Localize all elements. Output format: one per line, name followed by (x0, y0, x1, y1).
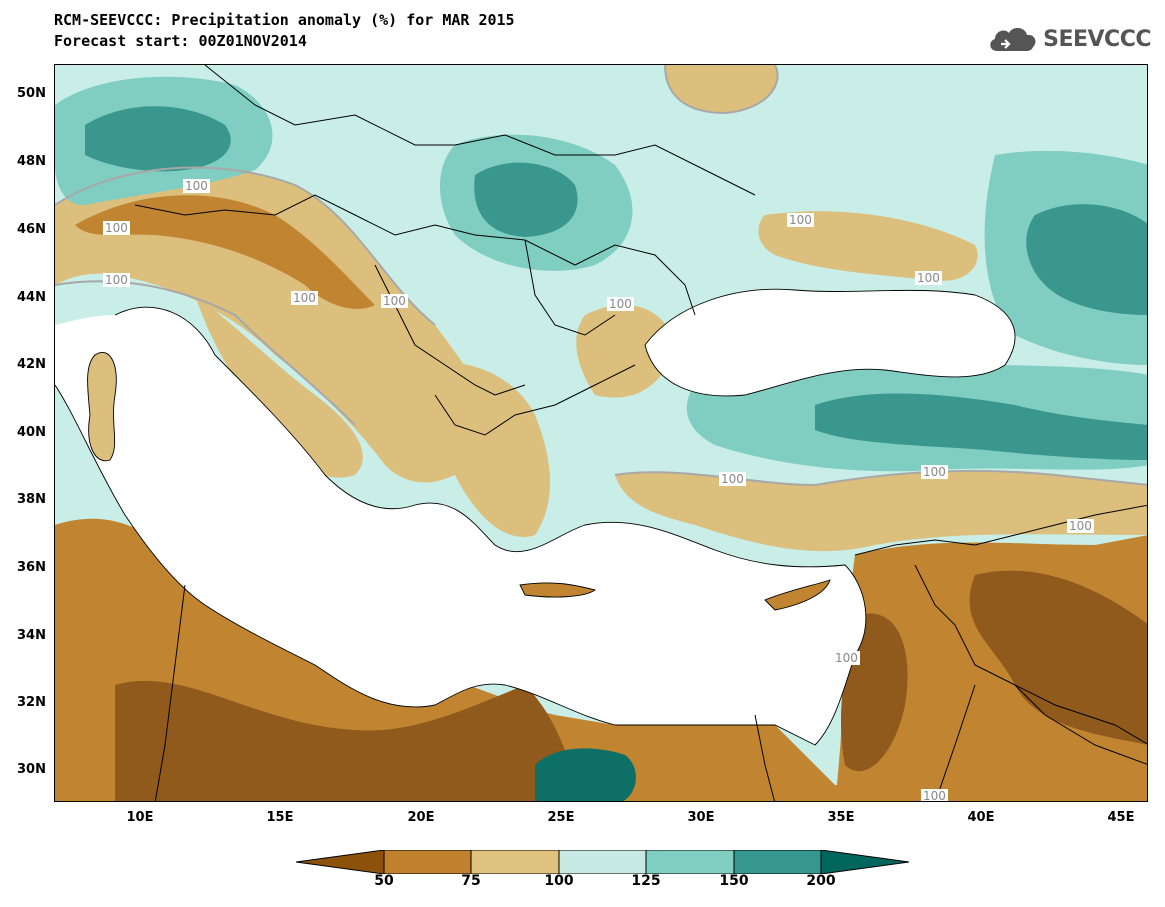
longitude-label: 10E (126, 810, 154, 825)
black-sea-mask (645, 289, 1015, 396)
anomaly-very-wet-germany (85, 106, 231, 172)
contour-label: 100 (719, 472, 746, 486)
colorbar-label: 50 (374, 873, 394, 889)
contour-label: 100 (103, 273, 130, 287)
map-title: RCM-SEEVCCC: Precipitation anomaly (%) f… (54, 11, 515, 29)
anomaly-very-wet-hungary (474, 162, 578, 237)
colorbar-upper-triangle (820, 850, 910, 874)
cyprus (765, 580, 830, 610)
longitude-label: 20E (407, 810, 435, 825)
longitude-label: 25E (547, 810, 575, 825)
crete (520, 582, 595, 598)
colorbar (296, 850, 910, 874)
anomaly-dry-balkans (422, 362, 550, 537)
contour-label: 100 (1067, 519, 1094, 533)
longitude-label: 30E (687, 810, 715, 825)
colorbar-label: 150 (719, 873, 749, 889)
contour-label: 100 (921, 465, 948, 479)
title-block: RCM-SEEVCCC: Precipitation anomaly (%) f… (54, 10, 515, 52)
colorbar-label: 75 (461, 873, 481, 889)
contour-label: 100 (103, 221, 130, 235)
latitude-label: 50N (17, 86, 46, 101)
anomaly-dry-italy (195, 295, 363, 478)
latitude-label: 44N (17, 290, 46, 305)
anomaly-very-dry-syria (969, 570, 1147, 745)
coastlines (55, 288, 1016, 746)
latitude-label: 42N (17, 357, 46, 372)
colorbar-bin (733, 850, 822, 874)
anomaly-very-dry-libya (115, 681, 575, 801)
contour-label: 100 (381, 294, 408, 308)
cloud-icon (990, 27, 1036, 51)
anomaly-drier-alps (75, 195, 375, 309)
longitude-label: 35E (827, 810, 855, 825)
colorbar-label: 125 (631, 873, 661, 889)
anomaly-dry-alps (55, 167, 495, 483)
colorbar-bin (383, 850, 472, 874)
sardinia-corsica (87, 352, 117, 461)
contour-label: 100 (183, 179, 210, 193)
colorbar-bin (470, 850, 560, 874)
latitude-label: 30N (17, 762, 46, 777)
anomaly-very-wet-russia (1026, 204, 1147, 315)
contour-label: 100 (833, 651, 860, 665)
longitude-label: 40E (967, 810, 995, 825)
latitude-label: 40N (17, 425, 46, 440)
latitude-label: 48N (17, 154, 46, 169)
latitude-label: 34N (17, 628, 46, 643)
anomaly-dry-black-sea-west (576, 305, 675, 398)
latitude-label: 38N (17, 492, 46, 507)
colorbar-lower-triangle (296, 850, 385, 874)
colorbar-bin (645, 850, 735, 874)
forecast-start: Forecast start: 00Z01NOV2014 (54, 32, 307, 50)
map-canvas (55, 65, 1147, 801)
contour-label: 100 (921, 789, 948, 802)
anomaly-dry-turkey-south (615, 470, 1147, 552)
seevccc-logo: SEEVCCC (987, 24, 1151, 54)
latitude-label: 32N (17, 695, 46, 710)
anomaly-dry-ukraine-north (665, 65, 778, 113)
contour-label: 100 (915, 271, 942, 285)
latitude-label: 36N (17, 560, 46, 575)
longitude-label: 45E (1107, 810, 1135, 825)
colorbar-label: 200 (806, 873, 836, 889)
anomaly-dry-crimea (758, 211, 978, 281)
contour-label: 100 (787, 213, 814, 227)
anomaly-very-wet-turkey (815, 393, 1147, 460)
colorbar-label: 100 (544, 873, 574, 889)
latitude-label: 46N (17, 222, 46, 237)
longitude-label: 15E (266, 810, 294, 825)
colorbar-bin (558, 850, 647, 874)
precipitation-map: 100 100 100 100 100 100 100 100 100 100 … (54, 64, 1148, 802)
contour-label: 100 (291, 291, 318, 305)
anomaly-very-wet-egypt-oasis (535, 748, 636, 801)
contour-label: 100 (607, 297, 634, 311)
logo-text: SEEVCCC (1043, 26, 1151, 52)
